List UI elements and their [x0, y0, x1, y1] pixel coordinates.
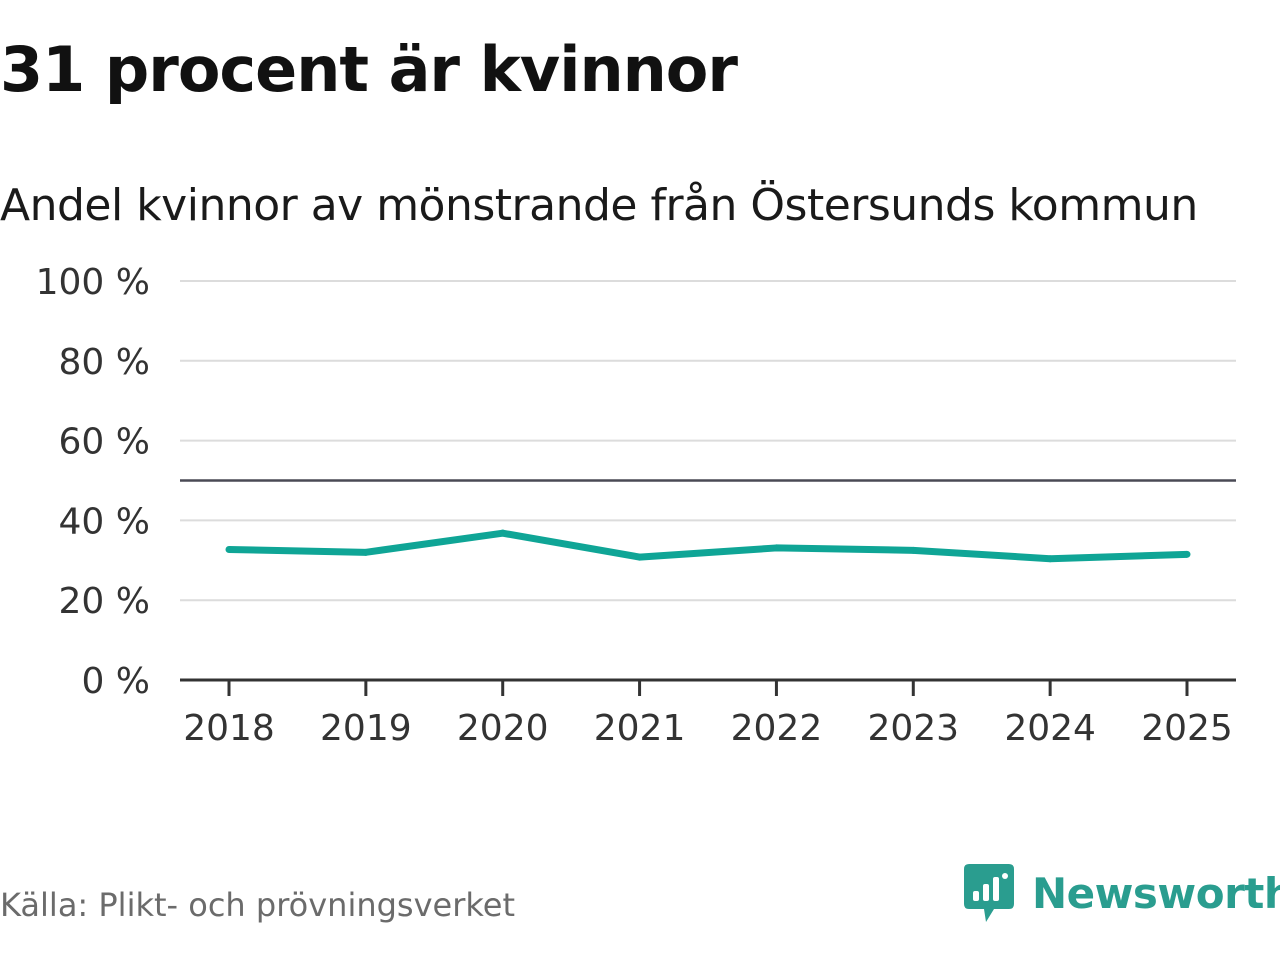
y-axis-labels: 0 % 20 % 40 % 60 % 80 % 100 %: [36, 262, 150, 702]
brand-name: Newsworthy: [1032, 869, 1280, 918]
brand[interactable]: Newsworthy: [964, 864, 1280, 924]
x-tick-label-2020: 2020: [457, 708, 549, 749]
x-tick-label-2022: 2022: [731, 708, 823, 749]
x-tick-label-2021: 2021: [594, 708, 686, 749]
newsworthy-logo-icon: [964, 864, 1014, 922]
line-chart: 0 % 20 % 40 % 60 % 80 % 100 % 2018 2019 2020 202…: [36, 262, 1236, 749]
y-tick-label-20: 20 %: [59, 581, 150, 622]
x-tick-label-2019: 2019: [320, 708, 412, 749]
data-point-2019: [362, 548, 370, 556]
x-tick-label-2024: 2024: [1004, 708, 1096, 749]
data-point-2018: [225, 546, 233, 554]
gridlines: [180, 280, 1236, 602]
x-tick-label-2018: 2018: [183, 708, 275, 749]
data-point-2023: [909, 546, 917, 554]
x-tick-label-2025: 2025: [1141, 708, 1233, 749]
series-line-0: [228, 529, 1188, 563]
data-point-2021: [636, 553, 644, 561]
x-axis: 2018 2019 2020 2021 2022 2023 2024 2025: [180, 678, 1236, 749]
chart-title: Andel kvinnor av mönstrande från Östersu…: [0, 180, 1198, 231]
y-tick-label-60: 60 %: [59, 422, 150, 463]
y-tick-label-40: 40 %: [59, 501, 150, 542]
headline: 31 procent är kvinnor: [0, 33, 738, 106]
series-group: [225, 529, 1191, 563]
data-point-2025: [1183, 550, 1191, 558]
data-point-2020: [499, 529, 507, 537]
y-tick-label-0: 0 %: [81, 661, 150, 702]
x-tick-label-2023: 2023: [867, 708, 959, 749]
data-point-2024: [1046, 555, 1054, 563]
source-note: Källa: Plikt- och prövningsverket: [0, 886, 515, 924]
y-tick-label-80: 80 %: [59, 342, 150, 383]
y-tick-label-100: 100 %: [36, 262, 150, 303]
data-point-2022: [772, 544, 780, 552]
